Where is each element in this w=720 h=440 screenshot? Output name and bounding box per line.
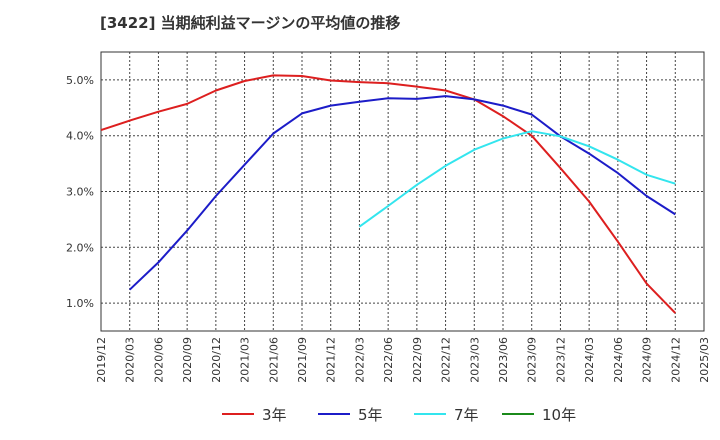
x-tick-label: 2024/06 — [612, 337, 625, 383]
x-tick-label: 2021/12 — [325, 337, 338, 383]
legend-label: 5年 — [358, 405, 383, 424]
x-tick-label: 2020/12 — [210, 337, 223, 383]
x-tick-label: 2021/03 — [239, 337, 252, 383]
grid-lines — [101, 52, 704, 331]
x-tick-label: 2019/12 — [95, 337, 108, 383]
chart-title: [3422] 当期純利益マージンの平均値の推移 — [100, 14, 401, 32]
x-tick-label: 2025/03 — [698, 337, 711, 383]
series-line-7年 — [358, 130, 676, 228]
legend-swatch — [222, 413, 254, 415]
x-tick-label: 2022/09 — [411, 337, 424, 383]
y-tick-label: 4.0% — [66, 130, 94, 143]
x-tick-label: 2024/03 — [583, 337, 596, 383]
x-tick-label: 2023/06 — [497, 337, 510, 383]
x-tick-label: 2024/09 — [641, 337, 654, 383]
legend-label: 3年 — [262, 405, 287, 424]
legend-swatch — [318, 413, 350, 415]
x-tick-label: 2022/12 — [440, 337, 453, 383]
legend-item: 3年 — [222, 402, 287, 426]
x-tick-label: 2023/03 — [468, 337, 481, 383]
y-axis-ticks: 1.0% 2.0% 3.0% 4.0% 5.0% — [66, 74, 94, 310]
x-tick-label: 2022/03 — [353, 337, 366, 383]
series-line-5年 — [129, 95, 676, 291]
y-tick-label: 3.0% — [66, 186, 94, 199]
series-line-3年 — [100, 74, 677, 314]
legend-item: 5年 — [318, 402, 383, 426]
x-tick-label: 2021/09 — [296, 337, 309, 383]
legend-item: 7年 — [414, 402, 479, 426]
x-tick-label: 2021/06 — [267, 337, 280, 383]
x-tick-label: 2020/09 — [181, 337, 194, 383]
series-lines — [100, 74, 677, 314]
x-tick-label: 2022/06 — [382, 337, 395, 383]
legend-label: 7年 — [454, 405, 479, 424]
x-tick-label: 2023/12 — [554, 337, 567, 383]
x-tick-label: 2024/12 — [669, 337, 682, 383]
x-tick-label: 2020/06 — [152, 337, 165, 383]
y-tick-label: 1.0% — [66, 297, 94, 310]
legend: 3年 5年 7年 10年 — [0, 402, 720, 426]
plot-frame — [100, 51, 705, 332]
legend-item: 10年 — [502, 402, 576, 426]
x-tick-label: 2023/09 — [526, 337, 539, 383]
legend-swatch — [502, 413, 534, 415]
legend-label: 10年 — [542, 405, 577, 424]
x-axis-ticks: 2019/12 2020/03 2020/06 2020/09 2020/12 2021/… — [95, 337, 711, 383]
legend-swatch — [414, 413, 446, 415]
y-tick-label: 5.0% — [66, 74, 94, 87]
y-tick-label: 2.0% — [66, 241, 94, 254]
x-tick-label: 2020/03 — [124, 337, 137, 383]
